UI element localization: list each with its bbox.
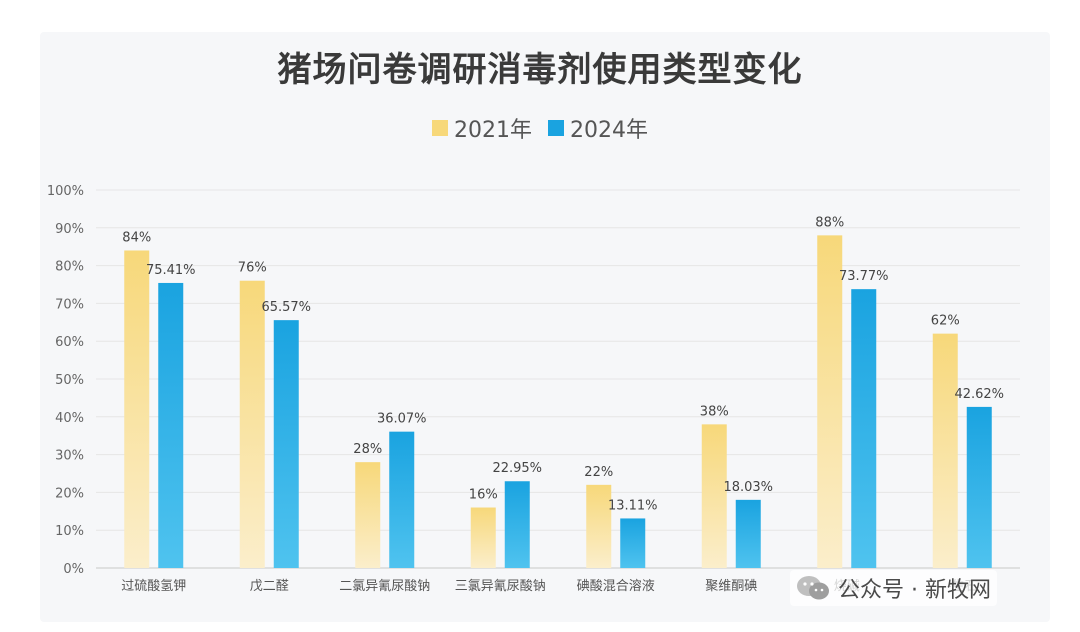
legend: 2021年 2024年 (0, 112, 1080, 144)
bar-2024 (966, 406, 992, 568)
y-tick-label: 40% (55, 411, 84, 426)
y-tick-label: 70% (55, 297, 84, 312)
legend-swatch-2021 (432, 120, 448, 136)
x-tick-label: 聚维酮碘 (705, 579, 757, 594)
data-label: 88% (815, 215, 844, 230)
data-label: 22% (584, 465, 613, 480)
data-label: 13.11% (608, 498, 658, 513)
data-label: 18.03% (723, 480, 773, 495)
data-label: 75.41% (146, 263, 196, 278)
bar-2024 (389, 431, 415, 568)
bar-2021 (355, 462, 381, 568)
bar-2024 (735, 499, 761, 568)
x-tick-label: 过硫酸氢钾 (121, 579, 186, 594)
data-label: 38% (700, 404, 729, 419)
legend-item-2021: 2021年 (432, 112, 532, 144)
bar-2021 (124, 250, 150, 569)
bar-2024 (851, 289, 877, 568)
y-tick-label: 80% (55, 260, 84, 275)
data-label: 73.77% (839, 269, 889, 284)
bar-2021 (817, 235, 843, 569)
bar-2021 (239, 280, 265, 568)
bar-2024 (620, 518, 646, 568)
wechat-icon (796, 575, 830, 601)
data-label: 42.62% (954, 387, 1004, 402)
bar-2021 (470, 507, 496, 568)
y-tick-label: 90% (55, 222, 84, 237)
data-label: 22.95% (492, 461, 542, 476)
data-label: 65.57% (261, 300, 311, 315)
y-tick-label: 20% (55, 486, 84, 501)
legend-label-2021: 2021年 (454, 118, 532, 143)
bar-2024 (273, 320, 299, 568)
y-tick-label: 60% (55, 335, 84, 350)
x-tick-label: 三氯异氰尿酸钠 (455, 578, 546, 594)
y-tick-label: 30% (55, 449, 84, 464)
chart-title: 猪场问卷调研消毒剂使用类型变化 (277, 50, 803, 90)
data-label: 76% (238, 261, 267, 276)
watermark: 公众号 · 新牧网 (790, 570, 997, 606)
bar-2021 (701, 424, 727, 568)
data-label: 16% (469, 488, 498, 503)
watermark-text: 公众号 · 新牧网 (838, 578, 991, 603)
y-tick-label: 0% (63, 562, 84, 577)
y-tick-label: 10% (55, 524, 84, 539)
bar-2021 (932, 333, 958, 568)
bar-2024 (504, 481, 530, 568)
y-tick-label: 50% (55, 373, 84, 388)
data-label: 62% (931, 314, 960, 329)
x-tick-label: 二氯异氰尿酸钠 (339, 578, 430, 594)
data-label: 84% (122, 230, 151, 245)
x-tick-label: 碘酸混合溶液 (577, 579, 655, 594)
legend-swatch-2024 (548, 120, 564, 136)
data-label: 36.07% (377, 412, 427, 427)
legend-item-2024: 2024年 (548, 112, 648, 144)
chart-card (40, 32, 1050, 622)
bar-2024 (158, 282, 184, 568)
data-label: 28% (353, 442, 382, 457)
bar-2021 (586, 484, 612, 568)
legend-label-2024: 2024年 (570, 118, 648, 143)
x-tick-label: 戊二醛 (250, 578, 289, 594)
y-tick-label: 100% (47, 184, 84, 199)
